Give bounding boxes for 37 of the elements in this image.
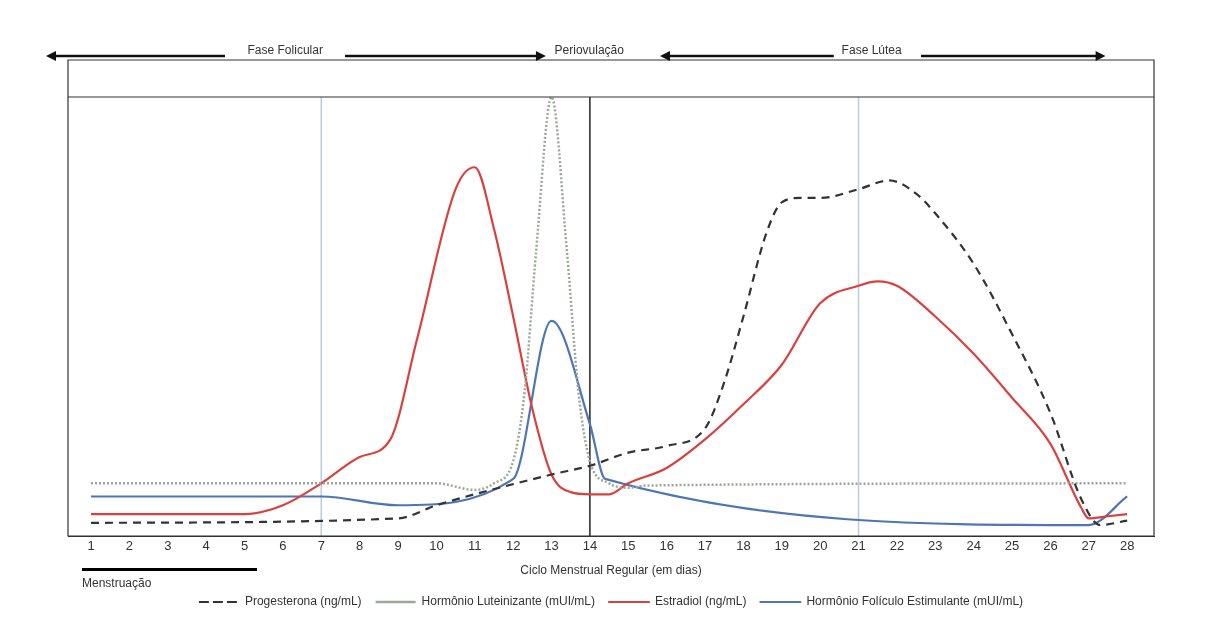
text: Menstruação [82, 576, 152, 591]
x-tick-label: 25 [1004, 538, 1020, 554]
legend-label: Estradiol (ng/mL) [655, 594, 747, 609]
x-tick-label: 5 [240, 538, 249, 554]
x-tick-label: 19 [774, 538, 789, 554]
x-tick-label: 3 [164, 538, 172, 554]
x-tick-label: 26 [1043, 538, 1058, 554]
x-tick-label: 27 [1081, 538, 1096, 554]
x-tick-label: 24 [966, 538, 981, 554]
x-tick-label: 4 [202, 538, 210, 554]
x-tick-label: 23 [928, 538, 943, 554]
x-tick-label: 28 [1119, 538, 1135, 554]
x-tick-label: 8 [356, 538, 364, 554]
text: Fase Lútea [841, 43, 902, 58]
x-tick-label: 20 [812, 538, 828, 554]
x-tick-label: 12 [505, 538, 521, 554]
x-tick-label: 21 [851, 538, 866, 554]
text: Fase Folicular [247, 43, 323, 58]
text: Periovulação [554, 43, 625, 58]
x-tick-label: 15 [621, 538, 636, 554]
legend-label: Progesterona (ng/mL) [244, 594, 362, 609]
x-tick-label: 2 [125, 538, 134, 554]
x-axis-title: Ciclo Menstrual Regular (em dias) [520, 563, 702, 578]
x-tick-label: 10 [429, 538, 444, 554]
legend-label: Hormônio Folículo Estimulante (mUI/mL) [806, 594, 1024, 609]
x-tick-label: 22 [889, 538, 905, 554]
x-tick-label: 7 [317, 538, 325, 554]
x-tick-label: 1 [87, 538, 95, 554]
legend-label: Hormônio Luteinizante (mUI/mL) [421, 594, 596, 609]
x-tick-label: 9 [394, 538, 402, 554]
x-tick-label: 14 [582, 538, 598, 554]
x-tick-label: 6 [279, 538, 287, 554]
x-tick-label: 16 [659, 538, 674, 554]
x-tick-label: 11 [468, 538, 482, 554]
x-tick-label: 18 [736, 538, 751, 554]
x-tick-label: 17 [697, 538, 713, 554]
x-tick-label: 13 [544, 538, 559, 554]
